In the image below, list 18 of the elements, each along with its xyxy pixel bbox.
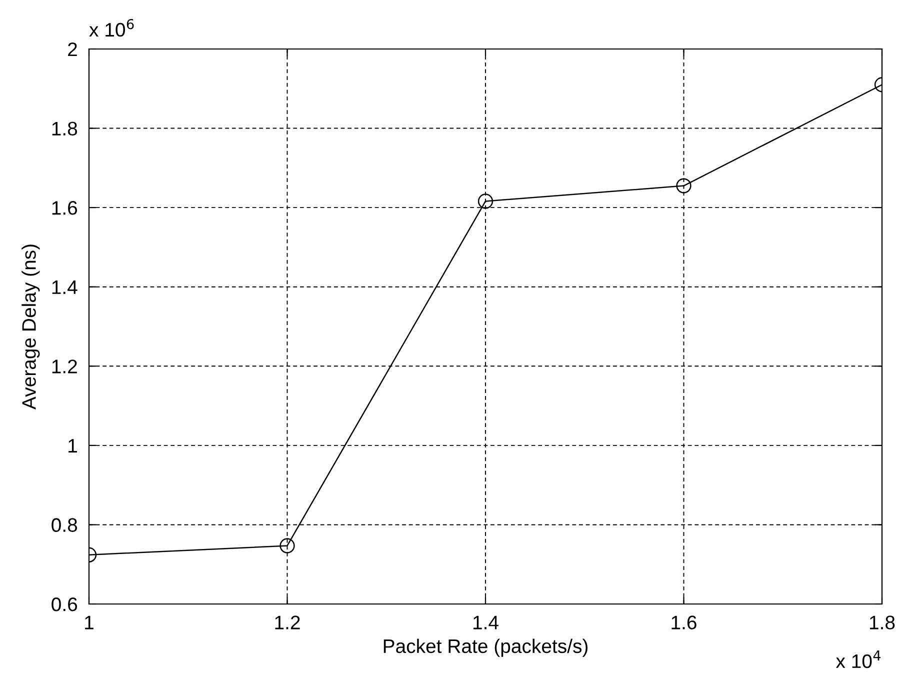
y-tick-label: 1 <box>68 439 77 452</box>
y-tick-label: 2 <box>68 42 77 56</box>
x-tick-label: 1.8 <box>870 616 895 630</box>
y-axis-title: Average Delay (ns) <box>22 244 40 410</box>
x-tick-label: 1 <box>85 616 94 630</box>
x-tick-label: 1.2 <box>275 616 300 630</box>
x-tick-label: 1.6 <box>672 616 696 630</box>
text: x 10$^{6}$ <box>89 18 134 37</box>
y-tick-label: 0.8 <box>52 518 78 532</box>
point <box>478 194 494 209</box>
x-axis-title: Packet Rate (packets/s) <box>384 638 588 657</box>
y-tick-label: 0.6 <box>52 597 78 612</box>
text: x 10$^{4}$ <box>836 650 881 668</box>
y-tick-label: 1.4 <box>52 280 78 294</box>
y-tick-label: 1.8 <box>52 122 78 136</box>
x-tick-label: 1.4 <box>473 616 498 630</box>
y-tick-label: 1.2 <box>52 360 77 374</box>
y-tick-label: 1.6 <box>52 201 78 215</box>
